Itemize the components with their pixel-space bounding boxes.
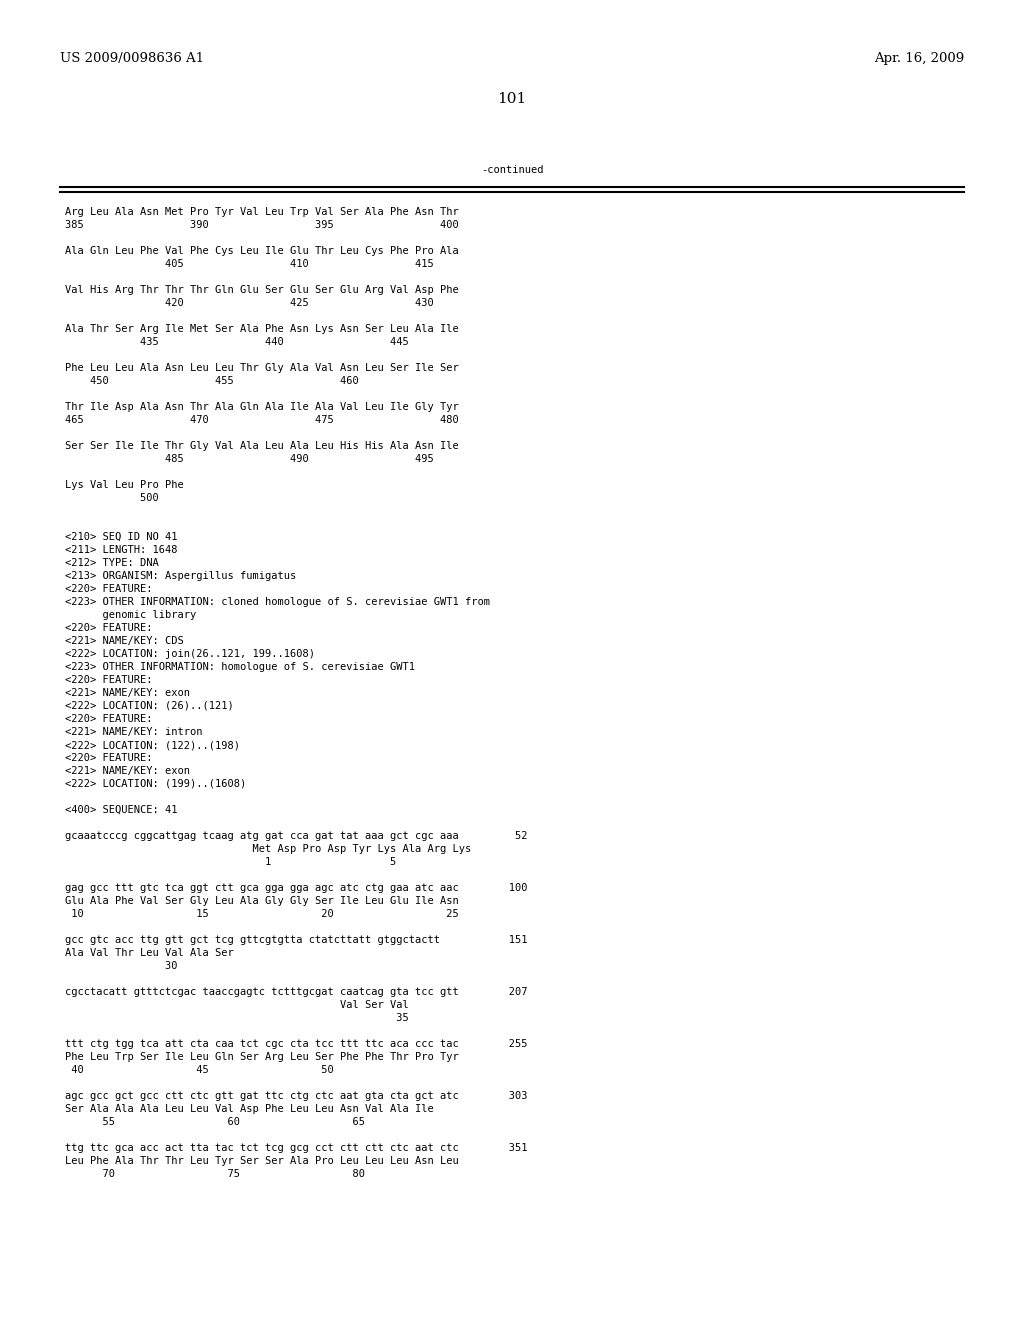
- Text: Ala Thr Ser Arg Ile Met Ser Ala Phe Asn Lys Asn Ser Leu Ala Ile: Ala Thr Ser Arg Ile Met Ser Ala Phe Asn …: [65, 323, 459, 334]
- Text: 500: 500: [65, 492, 159, 503]
- Text: 55                  60                  65: 55 60 65: [65, 1117, 365, 1127]
- Text: <220> FEATURE:: <220> FEATURE:: [65, 623, 153, 634]
- Text: Ala Val Thr Leu Val Ala Ser: Ala Val Thr Leu Val Ala Ser: [65, 948, 233, 958]
- Text: <213> ORGANISM: Aspergillus fumigatus: <213> ORGANISM: Aspergillus fumigatus: [65, 572, 296, 581]
- Text: <221> NAME/KEY: exon: <221> NAME/KEY: exon: [65, 688, 190, 698]
- Text: 30: 30: [65, 961, 177, 972]
- Text: 40                  45                  50: 40 45 50: [65, 1065, 334, 1074]
- Text: <210> SEQ ID NO 41: <210> SEQ ID NO 41: [65, 532, 177, 543]
- Text: 465                 470                 475                 480: 465 470 475 480: [65, 414, 459, 425]
- Text: Ser Ser Ile Ile Thr Gly Val Ala Leu Ala Leu His His Ala Asn Ile: Ser Ser Ile Ile Thr Gly Val Ala Leu Ala …: [65, 441, 459, 451]
- Text: cgcctacatt gtttctcgac taaccgagtc tctttgcgat caatcag gta tcc gtt        207: cgcctacatt gtttctcgac taaccgagtc tctttgc…: [65, 987, 527, 997]
- Text: 450                 455                 460: 450 455 460: [65, 376, 358, 385]
- Text: gcc gtc acc ttg gtt gct tcg gttcgtgtta ctatcttatt gtggctactt           151: gcc gtc acc ttg gtt gct tcg gttcgtgtta c…: [65, 935, 527, 945]
- Text: 10                  15                  20                  25: 10 15 20 25: [65, 909, 459, 919]
- Text: Phe Leu Trp Ser Ile Leu Gln Ser Arg Leu Ser Phe Phe Thr Pro Tyr: Phe Leu Trp Ser Ile Leu Gln Ser Arg Leu …: [65, 1052, 459, 1063]
- Text: <221> NAME/KEY: intron: <221> NAME/KEY: intron: [65, 727, 203, 737]
- Text: Ala Gln Leu Phe Val Phe Cys Leu Ile Glu Thr Leu Cys Phe Pro Ala: Ala Gln Leu Phe Val Phe Cys Leu Ile Glu …: [65, 246, 459, 256]
- Text: ttg ttc gca acc act tta tac tct tcg gcg cct ctt ctt ctc aat ctc        351: ttg ttc gca acc act tta tac tct tcg gcg …: [65, 1143, 527, 1152]
- Text: Phe Leu Leu Ala Asn Leu Leu Thr Gly Ala Val Asn Leu Ser Ile Ser: Phe Leu Leu Ala Asn Leu Leu Thr Gly Ala …: [65, 363, 459, 374]
- Text: <222> LOCATION: (122)..(198): <222> LOCATION: (122)..(198): [65, 741, 240, 750]
- Text: Val Ser Val: Val Ser Val: [65, 1001, 409, 1010]
- Text: Thr Ile Asp Ala Asn Thr Ala Gln Ala Ile Ala Val Leu Ile Gly Tyr: Thr Ile Asp Ala Asn Thr Ala Gln Ala Ile …: [65, 403, 459, 412]
- Text: -continued: -continued: [480, 165, 544, 176]
- Text: <211> LENGTH: 1648: <211> LENGTH: 1648: [65, 545, 177, 554]
- Text: <222> LOCATION: (26)..(121): <222> LOCATION: (26)..(121): [65, 701, 233, 711]
- Text: <220> FEATURE:: <220> FEATURE:: [65, 714, 153, 723]
- Text: 420                 425                 430: 420 425 430: [65, 298, 434, 308]
- Text: Apr. 16, 2009: Apr. 16, 2009: [873, 51, 964, 65]
- Text: agc gcc gct gcc ctt ctc gtt gat ttc ctg ctc aat gta cta gct atc        303: agc gcc gct gcc ctt ctc gtt gat ttc ctg …: [65, 1092, 527, 1101]
- Text: <223> OTHER INFORMATION: cloned homologue of S. cerevisiae GWT1 from: <223> OTHER INFORMATION: cloned homologu…: [65, 597, 490, 607]
- Text: <220> FEATURE:: <220> FEATURE:: [65, 583, 153, 594]
- Text: <223> OTHER INFORMATION: homologue of S. cerevisiae GWT1: <223> OTHER INFORMATION: homologue of S.…: [65, 663, 415, 672]
- Text: <400> SEQUENCE: 41: <400> SEQUENCE: 41: [65, 805, 177, 814]
- Text: Arg Leu Ala Asn Met Pro Tyr Val Leu Trp Val Ser Ala Phe Asn Thr: Arg Leu Ala Asn Met Pro Tyr Val Leu Trp …: [65, 207, 459, 216]
- Text: 35: 35: [65, 1012, 409, 1023]
- Text: Glu Ala Phe Val Ser Gly Leu Ala Gly Gly Ser Ile Leu Glu Ile Asn: Glu Ala Phe Val Ser Gly Leu Ala Gly Gly …: [65, 896, 459, 906]
- Text: 485                 490                 495: 485 490 495: [65, 454, 434, 465]
- Text: <222> LOCATION: join(26..121, 199..1608): <222> LOCATION: join(26..121, 199..1608): [65, 649, 315, 659]
- Text: 1                   5: 1 5: [65, 857, 396, 867]
- Text: <221> NAME/KEY: exon: <221> NAME/KEY: exon: [65, 766, 190, 776]
- Text: Leu Phe Ala Thr Thr Leu Tyr Ser Ser Ala Pro Leu Leu Leu Asn Leu: Leu Phe Ala Thr Thr Leu Tyr Ser Ser Ala …: [65, 1156, 459, 1166]
- Text: Met Asp Pro Asp Tyr Lys Ala Arg Lys: Met Asp Pro Asp Tyr Lys Ala Arg Lys: [65, 843, 471, 854]
- Text: 435                 440                 445: 435 440 445: [65, 337, 409, 347]
- Text: genomic library: genomic library: [65, 610, 197, 620]
- Text: <221> NAME/KEY: CDS: <221> NAME/KEY: CDS: [65, 636, 183, 645]
- Text: gag gcc ttt gtc tca ggt ctt gca gga gga agc atc ctg gaa atc aac        100: gag gcc ttt gtc tca ggt ctt gca gga gga …: [65, 883, 527, 894]
- Text: 101: 101: [498, 92, 526, 106]
- Text: 70                  75                  80: 70 75 80: [65, 1170, 365, 1179]
- Text: <220> FEATURE:: <220> FEATURE:: [65, 752, 153, 763]
- Text: Lys Val Leu Pro Phe: Lys Val Leu Pro Phe: [65, 480, 183, 490]
- Text: <222> LOCATION: (199)..(1608): <222> LOCATION: (199)..(1608): [65, 779, 246, 789]
- Text: 385                 390                 395                 400: 385 390 395 400: [65, 220, 459, 230]
- Text: ttt ctg tgg tca att cta caa tct cgc cta tcc ttt ttc aca ccc tac        255: ttt ctg tgg tca att cta caa tct cgc cta …: [65, 1039, 527, 1049]
- Text: <212> TYPE: DNA: <212> TYPE: DNA: [65, 558, 159, 568]
- Text: Val His Arg Thr Thr Thr Gln Glu Ser Glu Ser Glu Arg Val Asp Phe: Val His Arg Thr Thr Thr Gln Glu Ser Glu …: [65, 285, 459, 294]
- Text: US 2009/0098636 A1: US 2009/0098636 A1: [60, 51, 204, 65]
- Text: 405                 410                 415: 405 410 415: [65, 259, 434, 269]
- Text: Ser Ala Ala Ala Leu Leu Val Asp Phe Leu Leu Asn Val Ala Ile: Ser Ala Ala Ala Leu Leu Val Asp Phe Leu …: [65, 1104, 434, 1114]
- Text: gcaaatcccg cggcattgag tcaag atg gat cca gat tat aaa gct cgc aaa         52: gcaaatcccg cggcattgag tcaag atg gat cca …: [65, 832, 527, 841]
- Text: <220> FEATURE:: <220> FEATURE:: [65, 675, 153, 685]
